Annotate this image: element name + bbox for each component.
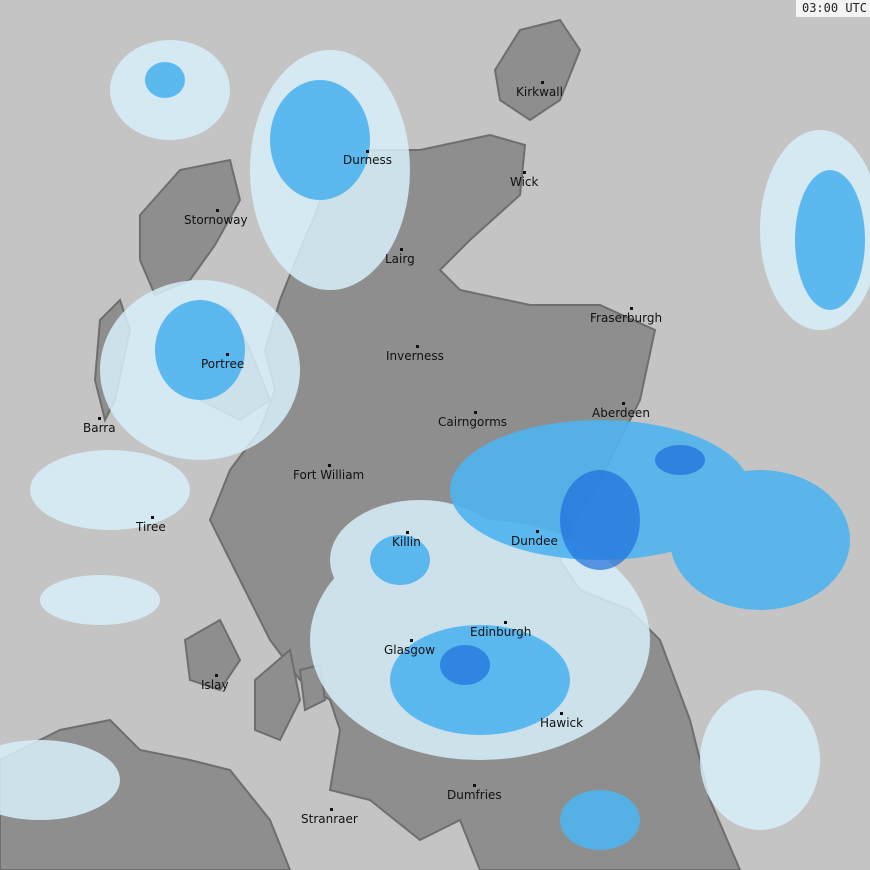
timestamp-label: 03:00 UTC bbox=[795, 0, 870, 17]
city-dot bbox=[328, 464, 331, 467]
place-label: Hawick bbox=[540, 716, 584, 730]
place-label: Inverness bbox=[386, 349, 444, 363]
city-dot bbox=[410, 639, 413, 642]
city-dot bbox=[406, 531, 409, 534]
place-label: Fort William bbox=[293, 468, 365, 482]
place-label: Stranraer bbox=[301, 812, 358, 826]
place-label: Kirkwall bbox=[516, 85, 563, 99]
city-dot bbox=[536, 530, 539, 533]
city-dot bbox=[474, 411, 477, 414]
city-dot bbox=[215, 674, 218, 677]
place-label: Aberdeen bbox=[592, 406, 650, 420]
city-dot bbox=[416, 345, 419, 348]
place-label: Portree bbox=[201, 357, 245, 371]
city-dot bbox=[98, 417, 101, 420]
city-dot bbox=[216, 209, 219, 212]
place-label: Dundee bbox=[511, 534, 558, 548]
city-dot bbox=[560, 712, 563, 715]
city-dot bbox=[400, 248, 403, 251]
city-dot bbox=[541, 81, 544, 84]
place-label: Edinburgh bbox=[470, 625, 532, 639]
place-label: Killin bbox=[392, 535, 421, 549]
city-dot bbox=[622, 402, 625, 405]
city-dot bbox=[151, 516, 154, 519]
city-dot bbox=[630, 307, 633, 310]
rain-heavy bbox=[440, 445, 705, 685]
place-label: Stornoway bbox=[184, 213, 248, 227]
place-label: Durness bbox=[343, 153, 393, 167]
city-dot bbox=[226, 353, 229, 356]
city-dot bbox=[366, 150, 369, 153]
city-dot bbox=[330, 808, 333, 811]
city-dot bbox=[504, 621, 507, 624]
place-label: Islay bbox=[201, 678, 229, 692]
place-label: Tiree bbox=[136, 520, 166, 534]
city-dot bbox=[523, 171, 526, 174]
place-label: Glasgow bbox=[384, 643, 436, 657]
place-label: Dumfries bbox=[447, 788, 502, 802]
place-label: Fraserburgh bbox=[590, 311, 663, 325]
place-label: Wick bbox=[510, 175, 539, 189]
place-label: Barra bbox=[83, 421, 116, 435]
place-label: Lairg bbox=[385, 252, 415, 266]
city-dot bbox=[473, 784, 476, 787]
place-label: Cairngorms bbox=[438, 415, 508, 429]
